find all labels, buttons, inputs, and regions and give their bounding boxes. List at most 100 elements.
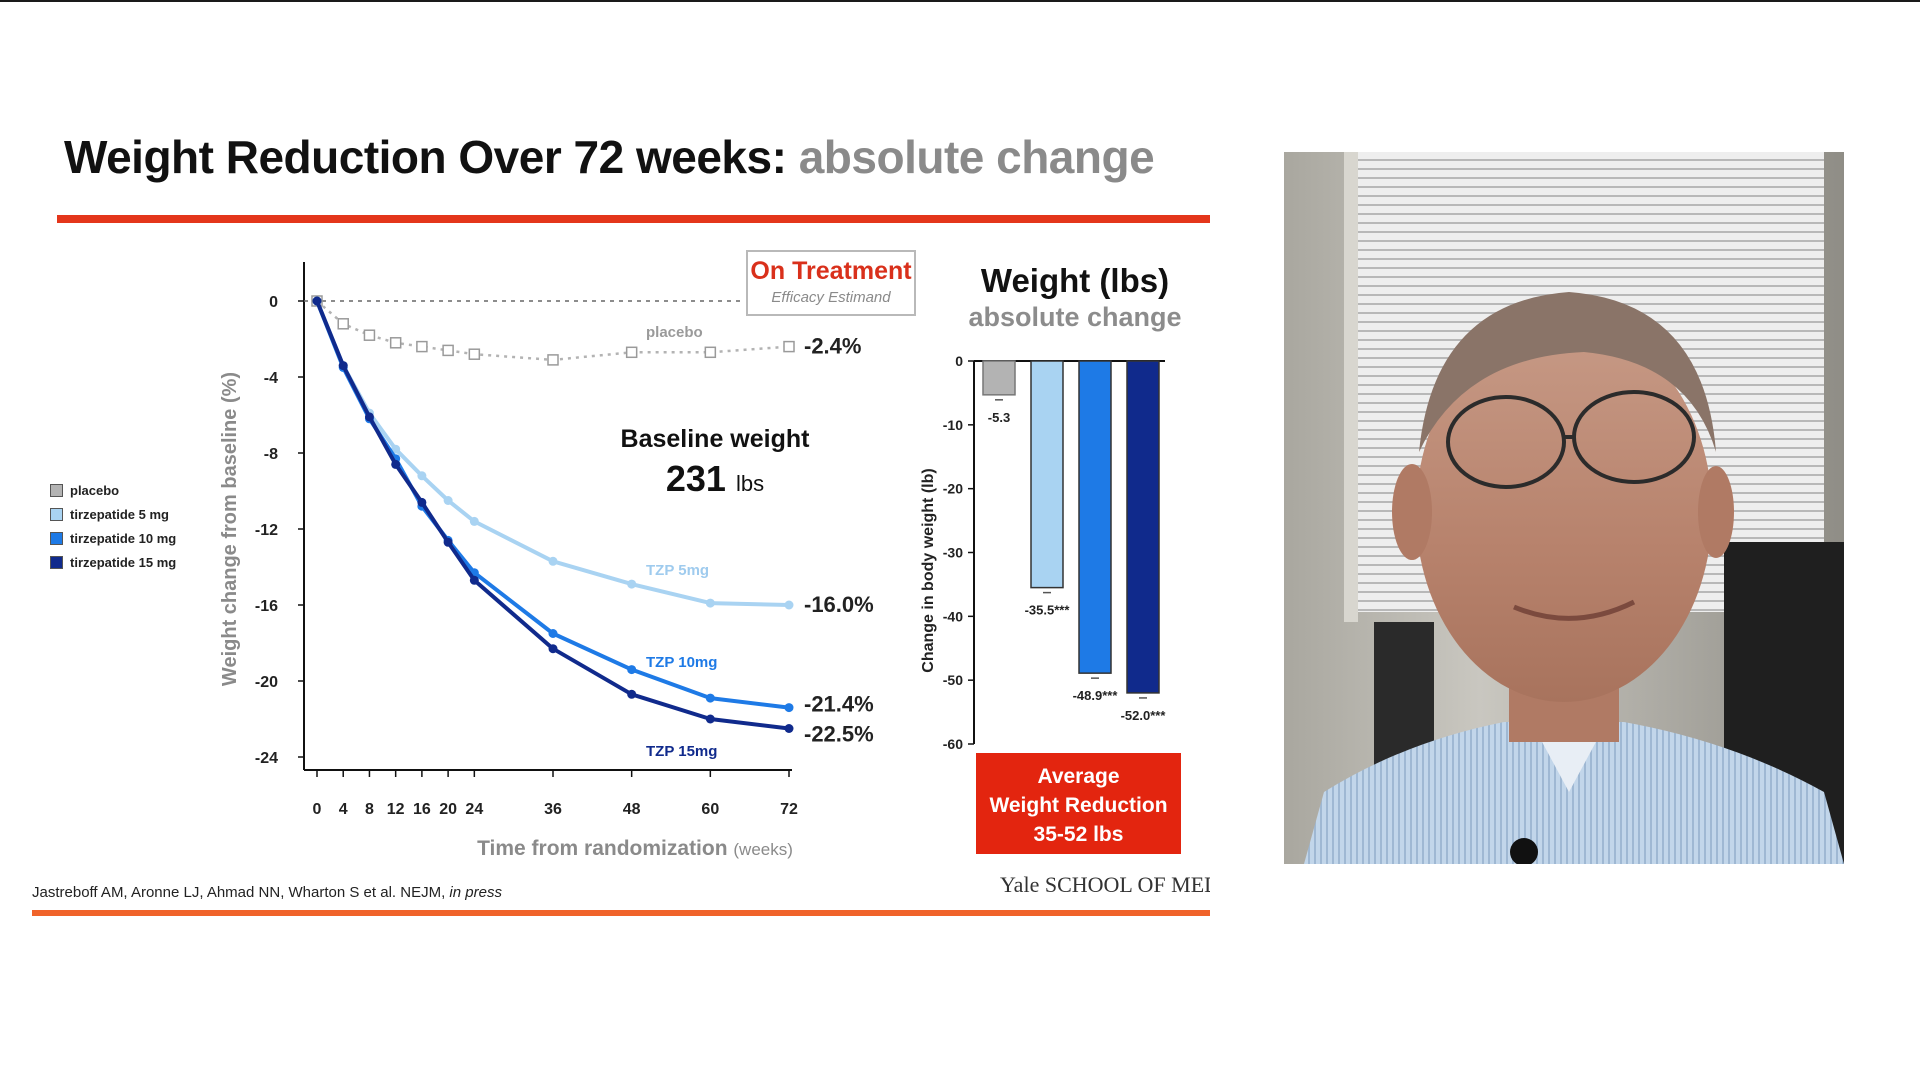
slide-title: Weight Reduction Over 72 weeks: absolute… [64, 130, 1155, 184]
data-point-placebo [625, 346, 638, 359]
bar-value-label: -35.5*** [1025, 603, 1071, 618]
data-point-tzp10 [627, 665, 637, 675]
x-tick-label: 8 [365, 801, 374, 818]
avg-line-1: Average [1037, 765, 1120, 788]
bar-title-sub: absolute change [968, 302, 1182, 332]
x-tick-label: 36 [544, 801, 562, 818]
bar-value-label: -48.9*** [1073, 688, 1119, 703]
data-point-tzp15 [338, 361, 348, 371]
series-end-label: -16.0% [804, 592, 874, 617]
legend-swatch [50, 555, 63, 569]
bar-y-tick-label: -50 [943, 672, 963, 688]
bar-2 [1078, 360, 1112, 674]
series-end-label: -22.5% [804, 722, 874, 747]
baseline-weight: Baseline weight 231 lbs [600, 425, 830, 500]
y-tick-label: -8 [264, 446, 278, 463]
legend-item: tirzepatide 5 mg [50, 502, 176, 526]
avg-line-2: Weight Reduction [989, 794, 1168, 817]
legend-item: tirzepatide 15 mg [50, 550, 176, 574]
bar-y-tick-label: -30 [943, 545, 963, 561]
series-inline-label: TZP 5mg [646, 562, 709, 579]
shirt [1304, 722, 1844, 864]
bottom-rule [32, 910, 1210, 916]
avg-line-3: 35-52 lbs [1033, 823, 1124, 846]
citation-em: in press [449, 884, 502, 901]
on-treatment-box: On Treatment Efficacy Estimand [746, 250, 916, 316]
legend-label: tirzepatide 10 mg [70, 530, 177, 546]
data-point-tzp5 [443, 496, 453, 505]
ear [1392, 464, 1432, 560]
y-tick-label: 0 [269, 294, 278, 311]
data-point-tzp5 [417, 471, 427, 481]
x-tick-label: 12 [387, 801, 405, 818]
bar-3 [1126, 360, 1160, 694]
legend-label: tirzepatide 5 mg [70, 506, 169, 522]
bar-y-tick-label: -10 [943, 417, 963, 433]
data-point-tzp5 [784, 600, 794, 610]
citation-text: Jastreboff AM, Aronne LJ, Ahmad NN, Whar… [32, 884, 446, 901]
baseline-label: Baseline weight [620, 425, 810, 453]
y-tick-label: -4 [264, 370, 278, 387]
data-point-tzp5 [627, 579, 637, 589]
bar-panel-title: Weight (lbs) absolute change [960, 262, 1190, 333]
bar-y-tick-label: -40 [943, 608, 963, 624]
bar-title-main: Weight (lbs) [980, 262, 1170, 299]
legend-swatch [50, 531, 63, 545]
data-point-tzp10 [548, 629, 558, 638]
x-tick-label: 0 [313, 801, 322, 818]
data-point-tzp15 [391, 459, 401, 469]
bar-y-tick-label: -20 [943, 481, 963, 497]
top-border [0, 0, 1920, 2]
data-point-tzp15 [312, 296, 322, 306]
y-tick-label: -20 [255, 674, 278, 691]
series-inline-label: placebo [646, 324, 703, 341]
mouth [1513, 599, 1636, 621]
data-point-tzp10 [784, 703, 794, 713]
institution-logo-text: Yale SCHOOL OF MEDIC [1000, 872, 1210, 897]
data-point-placebo [704, 346, 717, 359]
data-point-tzp15 [443, 537, 453, 547]
title-main: Weight Reduction Over 72 weeks: [64, 131, 787, 183]
baseline-unit: lbs [735, 471, 765, 496]
speaker-video-feed [1284, 152, 1844, 864]
bar-1 [1030, 360, 1064, 589]
hair [1419, 292, 1716, 452]
bar-y-tick-label: -60 [943, 736, 963, 752]
legend-label: tirzepatide 15 mg [70, 554, 177, 570]
bar-chart: 0 -10 -20 -30 -40 -50 -60 Change in body weight… [920, 353, 1167, 752]
y-axis-label: Weight change from baseline (%) [219, 372, 241, 686]
bar-y-tick-label: 0 [955, 353, 963, 369]
data-point-tzp5 [548, 556, 558, 566]
data-point-placebo [783, 340, 795, 353]
data-point-tzp15 [627, 689, 637, 699]
legend-swatch [50, 507, 63, 521]
x-tick-label: 24 [465, 801, 483, 818]
data-point-tzp15 [548, 644, 558, 654]
bar-value-label: -52.0*** [1121, 708, 1167, 723]
data-point-tzp5 [469, 516, 479, 526]
x-tick-label: 20 [439, 801, 457, 818]
data-point-tzp15 [417, 497, 427, 507]
legend: placebo tirzepatide 5 mg tirzepatide 10 … [50, 478, 176, 574]
title-rule [57, 215, 1210, 223]
data-point-tzp5 [391, 444, 401, 454]
y-tick-label: -24 [255, 750, 278, 767]
x-tick-label: 16 [413, 801, 431, 818]
line-chart: 0-4-8-12-16-20-240 4 8 12 16 20 24 36 48 60 72Weig… [219, 262, 874, 860]
data-point-tzp10 [705, 693, 715, 703]
legend-swatch [50, 483, 63, 497]
data-point-tzp15 [705, 714, 715, 724]
data-point-placebo [337, 318, 349, 330]
face [1416, 322, 1712, 702]
y-tick-label: -12 [255, 522, 278, 539]
on-treatment-subtitle: Efficacy Estimand [771, 289, 891, 306]
data-point-tzp15 [784, 724, 794, 733]
data-point-placebo [389, 337, 402, 349]
data-point-placebo [468, 348, 481, 360]
data-point-placebo [363, 329, 376, 341]
citation: Jastreboff AM, Aronne LJ, Ahmad NN, Whar… [32, 884, 502, 901]
x-axis-label: Time from randomization (weeks) [477, 837, 793, 860]
data-point-placebo [442, 344, 454, 357]
data-point-placebo [416, 340, 428, 353]
data-point-tzp15 [364, 412, 374, 422]
